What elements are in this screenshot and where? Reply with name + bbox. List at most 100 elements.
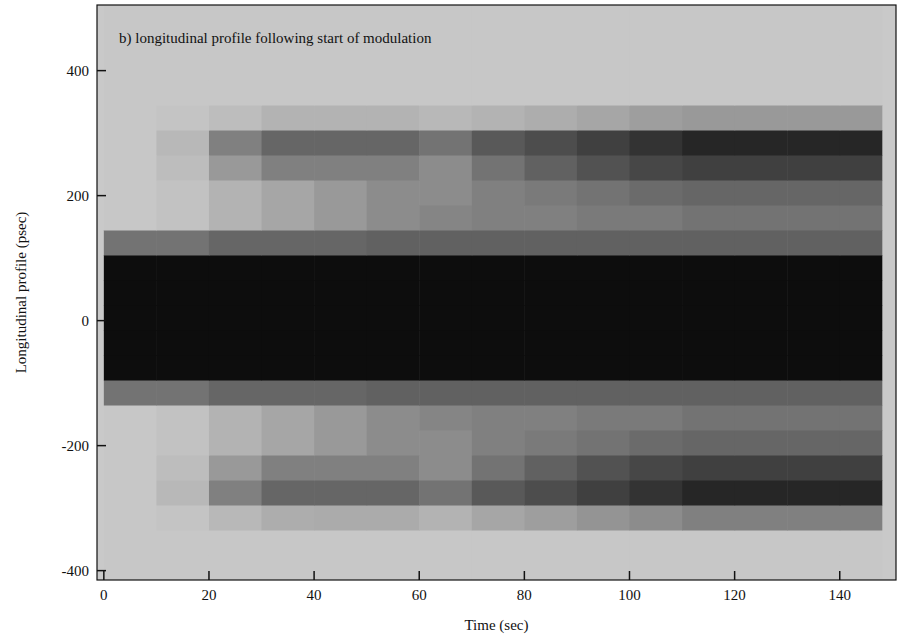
heat-cell xyxy=(419,130,472,156)
heat-cell xyxy=(367,405,420,431)
heat-cell xyxy=(629,180,682,206)
heat-cell xyxy=(629,480,682,506)
heat-cell xyxy=(735,480,788,506)
heat-cell xyxy=(314,105,367,131)
heat-cell xyxy=(682,355,735,381)
heat-cell xyxy=(524,505,577,531)
heat-cell xyxy=(262,55,315,81)
heat-cell xyxy=(156,380,209,406)
heat-cell xyxy=(577,80,630,106)
y-tick-label: 0 xyxy=(82,313,90,329)
heat-cell xyxy=(209,555,262,580)
y-tick xyxy=(97,445,106,447)
heat-cell xyxy=(682,180,735,206)
heat-cell xyxy=(577,205,630,231)
heat-cell xyxy=(472,455,525,481)
heat-cell xyxy=(840,330,883,356)
heat-cell xyxy=(472,530,525,556)
heat-cell xyxy=(735,5,788,31)
heat-cell xyxy=(209,205,262,231)
heat-cell xyxy=(419,255,472,281)
heat-cell xyxy=(156,430,209,456)
heat-cell xyxy=(262,230,315,256)
heat-cell xyxy=(735,530,788,556)
heat-cell xyxy=(787,255,840,281)
heat-cell xyxy=(472,5,525,31)
heat-cell xyxy=(419,205,472,231)
heat-cell xyxy=(787,480,840,506)
x-tick-label: 40 xyxy=(307,587,322,603)
y-tick xyxy=(97,195,106,197)
heat-cell xyxy=(262,155,315,181)
heat-cell xyxy=(156,355,209,381)
heat-cell xyxy=(682,380,735,406)
heat-cell xyxy=(840,280,883,306)
heat-cell xyxy=(156,530,209,556)
heat-cell xyxy=(419,230,472,256)
heat-cell xyxy=(419,405,472,431)
heat-cell xyxy=(262,130,315,156)
heat-cell xyxy=(472,180,525,206)
heat-cell xyxy=(314,80,367,106)
x-tick-label: 100 xyxy=(618,587,641,603)
heat-cell xyxy=(419,5,472,31)
chart: 020406080100120140-400-2000200400b) long… xyxy=(0,0,900,642)
heat-cell xyxy=(840,505,883,531)
heat-cell xyxy=(314,280,367,306)
heat-cell xyxy=(524,30,577,56)
heat-cell xyxy=(577,330,630,356)
heat-cell xyxy=(524,155,577,181)
heat-cell xyxy=(104,305,157,331)
heat-cell xyxy=(472,480,525,506)
heat-cell xyxy=(419,330,472,356)
heat-cell xyxy=(262,80,315,106)
heat-cell xyxy=(104,205,157,231)
heat-cell xyxy=(735,430,788,456)
heat-cell xyxy=(840,555,883,580)
heat-cell xyxy=(629,280,682,306)
heat-cell xyxy=(629,155,682,181)
y-axis-title: Longitudinal profile (psec) xyxy=(13,212,30,374)
heat-cell xyxy=(735,105,788,131)
heat-cell xyxy=(629,30,682,56)
heat-cell xyxy=(682,480,735,506)
heat-cell xyxy=(472,155,525,181)
heat-cell xyxy=(629,305,682,331)
heat-cell xyxy=(472,130,525,156)
heat-cell xyxy=(209,80,262,106)
heat-cell xyxy=(104,80,157,106)
heat-cell xyxy=(472,430,525,456)
x-tick xyxy=(208,571,210,580)
heat-cell xyxy=(262,180,315,206)
heat-cell xyxy=(367,555,420,580)
heat-cell xyxy=(682,280,735,306)
heat-cell xyxy=(524,205,577,231)
heat-cell xyxy=(524,380,577,406)
heat-cell xyxy=(367,105,420,131)
heat-cell xyxy=(735,180,788,206)
heat-cell xyxy=(156,305,209,331)
y-tick xyxy=(97,320,106,322)
heat-cell xyxy=(472,555,525,580)
heat-cell xyxy=(682,455,735,481)
heat-cell xyxy=(262,405,315,431)
heat-cell xyxy=(314,480,367,506)
heat-cell xyxy=(840,430,883,456)
heat-cell xyxy=(787,30,840,56)
heat-cell xyxy=(577,305,630,331)
heat-cell xyxy=(419,555,472,580)
heat-cell xyxy=(682,30,735,56)
heat-cell xyxy=(524,555,577,580)
heat-cell xyxy=(419,80,472,106)
heat-cell xyxy=(577,180,630,206)
heat-cell xyxy=(419,105,472,131)
heat-cell xyxy=(682,230,735,256)
heat-cell xyxy=(840,480,883,506)
heat-cell xyxy=(840,180,883,206)
heat-cell xyxy=(629,255,682,281)
heat-cell xyxy=(367,430,420,456)
heat-cell xyxy=(367,155,420,181)
heat-cell xyxy=(735,280,788,306)
heat-cell xyxy=(367,55,420,81)
heat-cell xyxy=(472,105,525,131)
